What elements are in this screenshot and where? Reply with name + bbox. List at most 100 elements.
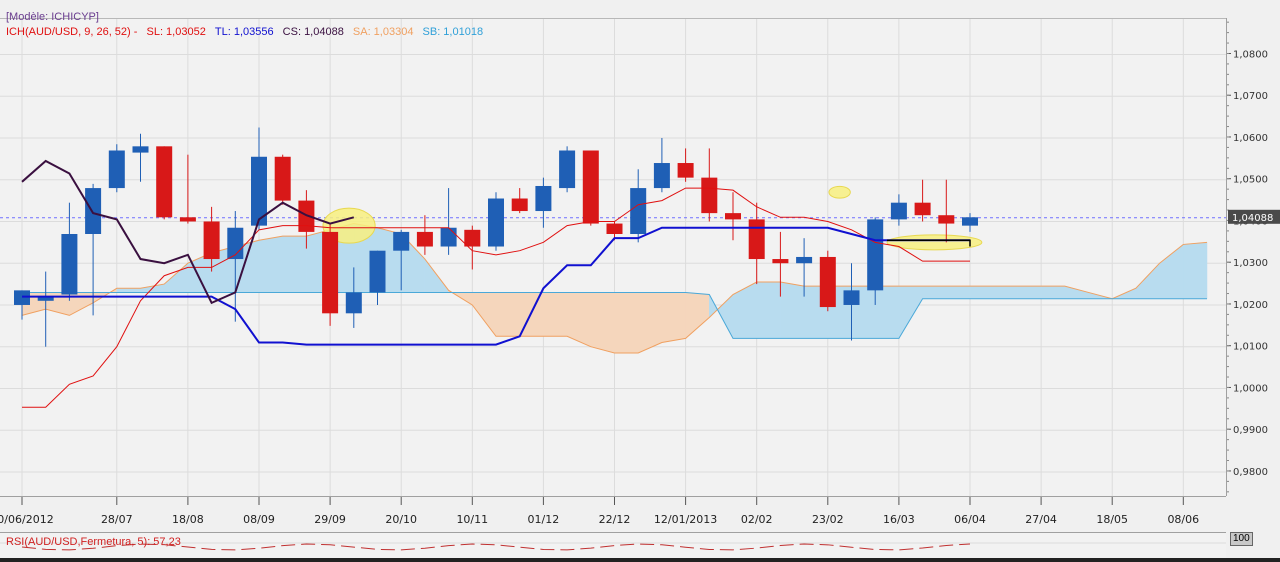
candle-body xyxy=(179,217,196,222)
date-tick-label: 27/04 xyxy=(1025,513,1057,526)
kumo-cloud-segment xyxy=(116,288,141,293)
candle-bullish[interactable] xyxy=(37,271,54,347)
kumo-cloud-segment xyxy=(993,285,1018,299)
candle-bearish[interactable] xyxy=(464,225,481,270)
candle-body xyxy=(677,163,694,178)
candle-bearish[interactable] xyxy=(938,179,955,243)
date-tick-label: 28/07 xyxy=(101,513,133,526)
candle-body xyxy=(772,259,789,264)
candle-bullish[interactable] xyxy=(61,202,78,301)
candle-body xyxy=(108,150,125,189)
kumo-cloud-segment xyxy=(543,292,568,337)
date-tick-label: 20/10 xyxy=(385,513,417,526)
price-chart-panel[interactable] xyxy=(0,18,1226,497)
date-tick-label: 08/09 xyxy=(243,513,275,526)
kumo-cloud-segment xyxy=(472,292,497,338)
date-tick-label: 18/05 xyxy=(1096,513,1128,526)
candle-body xyxy=(488,198,504,247)
kumo-cloud-segment xyxy=(969,285,994,299)
candle-body xyxy=(630,188,647,234)
candle-bullish[interactable] xyxy=(393,229,410,291)
candle-body xyxy=(156,146,173,218)
kumo-cloud-segment xyxy=(566,292,592,348)
candle-body xyxy=(890,202,907,220)
candle-bullish[interactable] xyxy=(14,290,30,320)
date-axis[interactable]: 30/06/2012 28/07 18/08 08/09 29/09 20/10 10/11… xyxy=(0,496,1226,533)
candle-bullish[interactable] xyxy=(369,250,386,305)
ichimoku-chart[interactable] xyxy=(0,19,1226,497)
candle-bearish[interactable] xyxy=(725,192,741,241)
price-tick-label: 0,9900 xyxy=(1233,425,1268,436)
candle-bearish[interactable] xyxy=(322,223,339,326)
date-tick-label: 08/06 xyxy=(1167,513,1199,526)
candle-bullish[interactable] xyxy=(843,263,860,341)
candle-bullish[interactable] xyxy=(630,169,647,243)
candle-body xyxy=(796,256,813,264)
kijun-sen-line xyxy=(22,226,970,346)
candle-bearish[interactable] xyxy=(701,148,718,222)
kumo-cloud-segment xyxy=(1064,285,1089,299)
candle-body xyxy=(582,150,599,224)
tenkan-sen-line xyxy=(22,187,970,408)
candle-body xyxy=(85,188,102,234)
candle-bearish[interactable] xyxy=(511,188,528,214)
candle-bullish[interactable] xyxy=(796,238,813,297)
candle-bearish[interactable] xyxy=(416,215,433,255)
candle-bullish[interactable] xyxy=(440,188,457,255)
kumo-cloud-segment xyxy=(258,235,283,293)
candle-bearish[interactable] xyxy=(582,150,599,226)
candle-body xyxy=(464,229,481,247)
date-tick-label: 06/04 xyxy=(954,513,986,526)
kumo-cloud-segment xyxy=(1135,262,1160,299)
candle-bullish[interactable] xyxy=(132,133,149,182)
date-tick-label: 18/08 xyxy=(172,513,204,526)
kumo-cloud-segment xyxy=(1183,242,1208,299)
price-axis[interactable]: 1,08001,07001,06001,05001,04001,03001,02… xyxy=(1226,18,1280,496)
candle-bearish[interactable] xyxy=(274,154,291,205)
candle-bearish[interactable] xyxy=(156,146,173,220)
candle-body xyxy=(701,177,718,214)
candle-body xyxy=(559,150,576,189)
chikou-span-line xyxy=(21,159,355,305)
kumo-cloud-segment xyxy=(898,285,923,340)
candle-bullish[interactable] xyxy=(85,183,102,316)
candle-bullish[interactable] xyxy=(108,144,125,193)
price-tick-label: 1,0700 xyxy=(1233,91,1268,102)
kumo-cloud-segment xyxy=(780,281,805,339)
candle-bearish[interactable] xyxy=(772,231,789,297)
indicator-legend: ICH(AUD/USD, 9, 26, 52) - SL: 1,03052 TL… xyxy=(6,26,483,38)
candle-bullish[interactable] xyxy=(962,213,978,232)
date-tick-label: 22/12 xyxy=(599,513,631,526)
candle-body xyxy=(369,250,386,293)
candle-bearish[interactable] xyxy=(606,221,623,241)
candle-body xyxy=(962,217,978,226)
candle-bearish[interactable] xyxy=(748,202,765,285)
candle-bearish[interactable] xyxy=(179,154,196,224)
candle-body xyxy=(606,223,623,234)
candle-bullish[interactable] xyxy=(345,267,362,328)
candle-bearish[interactable] xyxy=(819,250,836,312)
date-tick-label: 02/02 xyxy=(741,513,773,526)
date-tick-label: 30/06/2012 xyxy=(0,513,54,526)
candle-bearish[interactable] xyxy=(677,148,694,182)
legend-sl: SL: 1,03052 xyxy=(146,26,206,38)
candle-body xyxy=(61,233,78,295)
candle-bullish[interactable] xyxy=(867,217,884,305)
date-tick-label: 29/09 xyxy=(314,513,346,526)
candle-body xyxy=(203,221,220,260)
candle-bullish[interactable] xyxy=(653,137,670,193)
price-tick-label: 1,0100 xyxy=(1233,342,1268,353)
rsi-panel[interactable] xyxy=(0,532,1226,561)
kumo-cloud-segment xyxy=(163,262,189,293)
candle-body xyxy=(274,156,291,201)
candle-bullish[interactable] xyxy=(535,177,552,228)
kumo-cloud-segment xyxy=(922,285,947,299)
candle-bearish[interactable] xyxy=(914,179,931,222)
candle-bullish[interactable] xyxy=(251,127,267,230)
candle-bullish[interactable] xyxy=(559,146,576,193)
candle-bullish[interactable] xyxy=(488,192,504,251)
candle-bullish[interactable] xyxy=(890,194,907,226)
candle-bearish[interactable] xyxy=(203,206,220,272)
candle-body xyxy=(440,227,457,247)
candle-body xyxy=(37,296,54,301)
